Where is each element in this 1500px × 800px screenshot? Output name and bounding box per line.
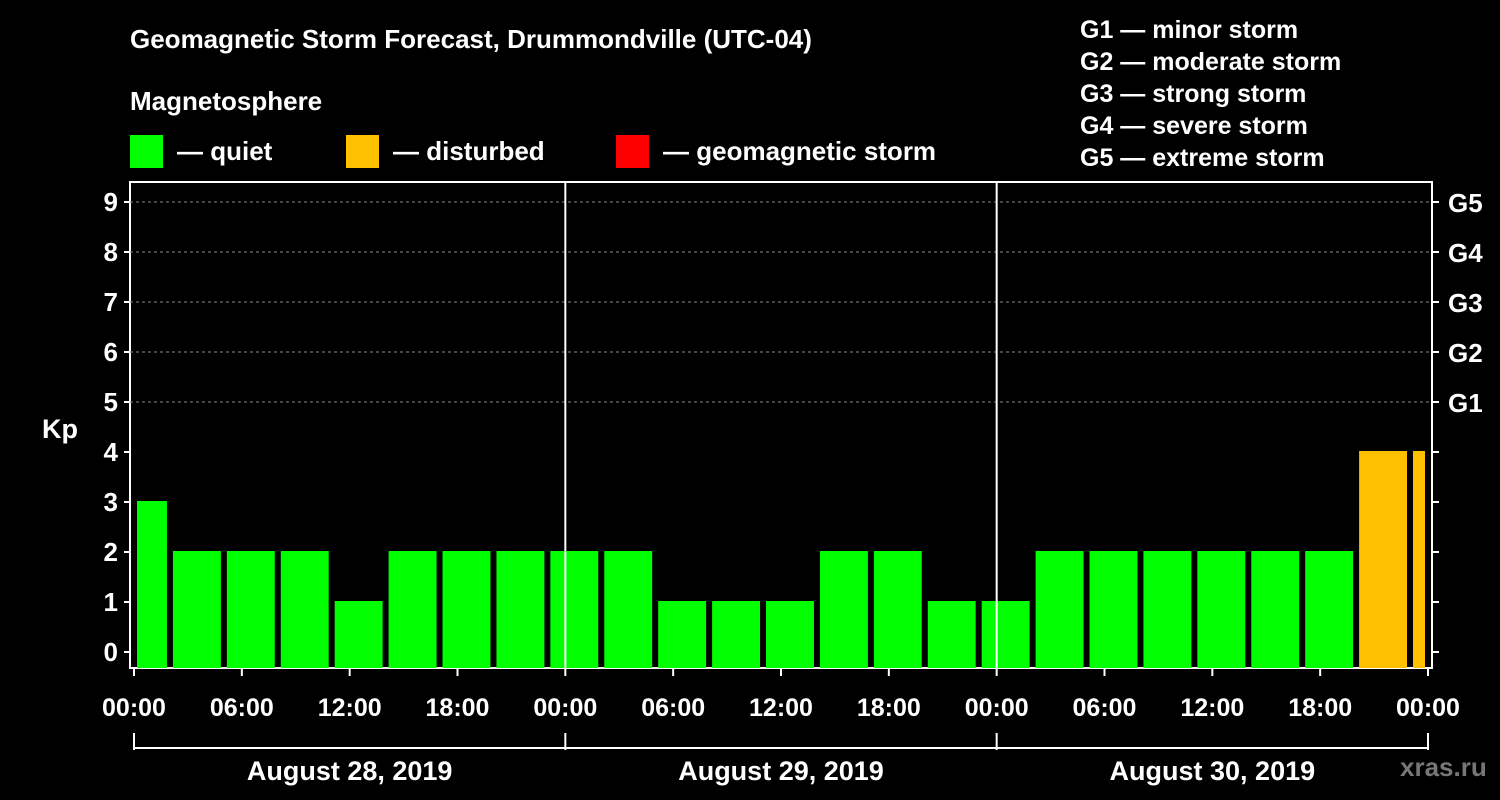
- g-scale-legend: G1 — minor storm G2 — moderate storm G3 …: [1080, 14, 1341, 174]
- kp-bar: [1035, 551, 1084, 668]
- kp-bar: [1413, 451, 1425, 668]
- day-label: August 28, 2019: [247, 756, 453, 786]
- g-level-label: G1: [1448, 388, 1483, 418]
- kp-bar: [658, 601, 707, 668]
- kp-bar: [137, 501, 167, 668]
- x-tick-label: 12:00: [1180, 694, 1244, 722]
- day-label: August 29, 2019: [678, 756, 884, 786]
- x-tick-label: 06:00: [1073, 694, 1137, 722]
- legend-disturbed-label: — disturbed: [393, 135, 545, 166]
- g-level-label: G3: [1448, 288, 1483, 318]
- kp-bar: [1359, 451, 1408, 668]
- x-tick-label: 18:00: [426, 694, 490, 722]
- x-tick-label: 00:00: [102, 694, 166, 722]
- g-level-label: G5: [1448, 188, 1483, 218]
- y-tick-label: 5: [104, 387, 118, 417]
- kp-bar: [1305, 551, 1354, 668]
- y-tick-label: 8: [104, 237, 118, 267]
- y-tick-label: 4: [104, 437, 119, 467]
- x-tick-label: 18:00: [857, 694, 921, 722]
- y-tick-label: 3: [104, 487, 118, 517]
- kp-bar: [496, 551, 545, 668]
- kp-bar: [604, 551, 653, 668]
- y-tick-label: 1: [104, 587, 118, 617]
- y-tick-label: 0: [104, 637, 118, 667]
- g-scale-g3: G3 — strong storm: [1080, 80, 1307, 108]
- g-level-label: G4: [1448, 238, 1483, 268]
- kp-bar: [819, 551, 868, 668]
- legend-storm-label: — geomagnetic storm: [663, 135, 937, 166]
- x-tick-label: 00:00: [1396, 694, 1460, 722]
- kp-bar: [388, 551, 437, 668]
- g-scale-g2: G2 — moderate storm: [1080, 48, 1342, 76]
- kp-bar: [1089, 551, 1138, 668]
- kp-bar: [1251, 551, 1300, 668]
- watermark: xras.ru: [1400, 752, 1487, 782]
- g-scale-g5: G5 — extreme storm: [1080, 144, 1325, 172]
- y-tick-label: 9: [104, 187, 118, 217]
- g-scale-g4: G4 — severe storm: [1080, 112, 1308, 140]
- y-tick-label: 2: [104, 537, 118, 567]
- kp-bar: [981, 601, 1030, 668]
- kp-bar: [927, 601, 976, 668]
- kp-bar: [280, 551, 329, 668]
- kp-bar: [334, 601, 383, 668]
- kp-bar: [442, 551, 491, 668]
- kp-bar: [1143, 551, 1192, 668]
- x-tick-label: 00:00: [965, 694, 1029, 722]
- legend-quiet: — quiet: [130, 134, 272, 168]
- kp-bar: [172, 551, 221, 668]
- kp-bar: [550, 551, 599, 668]
- y-axis-label: Kp: [42, 414, 78, 444]
- x-tick-label: 12:00: [749, 694, 813, 722]
- day-label: August 30, 2019: [1110, 756, 1316, 786]
- legend-quiet-swatch: [130, 134, 163, 168]
- y-tick-label: 7: [104, 287, 118, 317]
- kp-bar: [1197, 551, 1246, 668]
- x-tick-label: 00:00: [533, 694, 597, 722]
- legend-disturbed: — disturbed: [346, 134, 545, 168]
- legend-disturbed-swatch: [346, 134, 379, 168]
- legend-storm: — geomagnetic storm: [616, 134, 936, 168]
- g-scale-g1: G1 — minor storm: [1080, 16, 1299, 44]
- kp-bar: [873, 551, 922, 668]
- x-tick-label: 18:00: [1288, 694, 1352, 722]
- chart-title: Geomagnetic Storm Forecast, Drummondvill…: [130, 24, 812, 54]
- g-level-label: G2: [1448, 338, 1483, 368]
- x-tick-label: 06:00: [210, 694, 274, 722]
- legend-quiet-label: — quiet: [177, 135, 273, 166]
- chart-subtitle: Magnetosphere: [130, 86, 323, 116]
- kp-bar: [766, 601, 814, 668]
- x-tick-label: 12:00: [318, 694, 382, 722]
- y-tick-label: 6: [104, 337, 118, 367]
- kp-bar: [226, 551, 275, 668]
- x-tick-label: 06:00: [641, 694, 705, 722]
- kp-bar: [712, 601, 761, 668]
- legend-storm-swatch: [616, 134, 649, 168]
